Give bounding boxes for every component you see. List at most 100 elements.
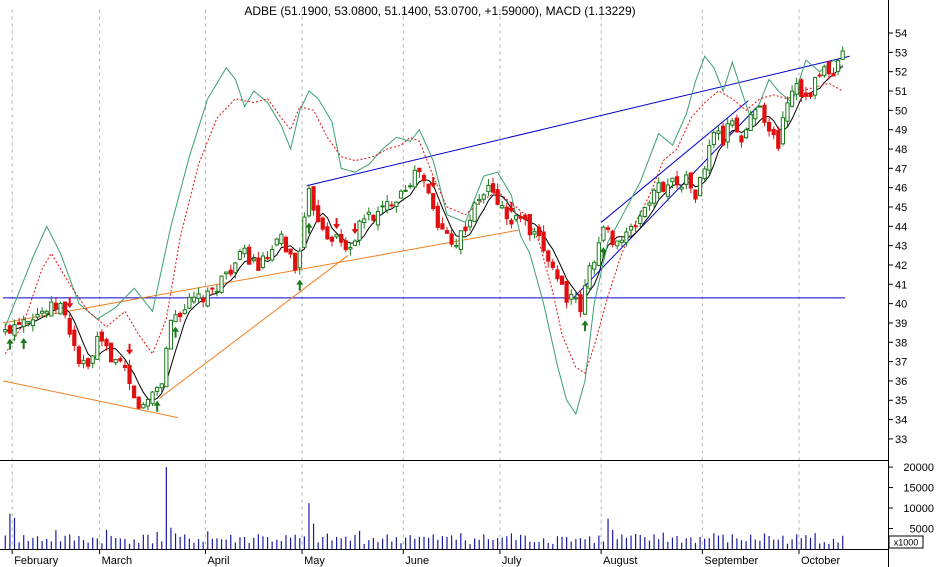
candle-up (30, 319, 36, 327)
buy-arrow-head (6, 338, 14, 344)
candle-up (357, 220, 362, 241)
price-tick-label: 53 (895, 47, 907, 59)
candle-down (808, 92, 813, 98)
candle-up (707, 145, 712, 171)
candle-up (647, 202, 652, 206)
candle-down (504, 206, 509, 220)
candle-down (610, 230, 615, 246)
candle-up (44, 310, 49, 314)
candle-up (569, 293, 574, 300)
candle-down (817, 74, 822, 77)
candle-up (182, 309, 187, 314)
price-tick-label: 48 (895, 144, 907, 156)
candle-down (316, 205, 321, 223)
candle-up (26, 321, 31, 324)
candle-down (693, 189, 698, 200)
candle-up (279, 233, 284, 245)
volume-tick-label: 15000 (903, 483, 934, 495)
candle-down (72, 329, 77, 347)
upper-resistance-line (306, 55, 850, 187)
candle-down (762, 104, 767, 123)
candle-up (665, 184, 670, 197)
candle-up (219, 275, 224, 293)
month-label: June (405, 555, 429, 567)
candle-up (187, 296, 192, 309)
month-grid (11, 9, 800, 549)
month-label: February (14, 555, 59, 567)
price-tick-label: 50 (895, 105, 907, 117)
candle-down (343, 240, 348, 251)
price-tick-label: 47 (895, 163, 907, 175)
candle-down (136, 396, 141, 409)
candle-up (702, 168, 707, 179)
candle-up (168, 319, 174, 350)
candle-up (12, 324, 17, 336)
signal-arrows (6, 177, 607, 412)
candle-down (178, 312, 183, 318)
volume-unit-box: x1000 (888, 535, 924, 549)
buy-arrow-head (581, 320, 589, 326)
price-tick-label: 37 (895, 357, 907, 369)
candle-down (122, 365, 128, 369)
candle-down (720, 125, 726, 146)
falling-support-line (2, 380, 178, 419)
candle-down (541, 231, 546, 252)
candle-down (490, 183, 496, 193)
price-tick-label: 41 (895, 279, 907, 291)
volume-axis: 5000 10000 15000 20000 (888, 462, 934, 536)
volume-tick-label: 20000 (903, 462, 934, 474)
candle-up (205, 290, 210, 307)
price-tick-label: 52 (895, 67, 907, 79)
candle-up (191, 296, 197, 303)
candle-up (113, 358, 118, 364)
bollinger-band-line (4, 55, 844, 415)
candle-up (270, 249, 275, 261)
buy-arrow-head (305, 222, 313, 228)
chart-frame (0, 0, 889, 567)
candle-down (688, 172, 693, 189)
candle-down (426, 183, 431, 194)
candle-down (578, 294, 583, 313)
candle-up (145, 398, 151, 407)
candle-up (619, 239, 624, 243)
indicator-lines (4, 55, 844, 415)
candle-down (421, 174, 427, 182)
candle-up (670, 177, 675, 183)
candle-up (90, 355, 95, 364)
candle-down (325, 226, 330, 240)
chart-title: ADBE (51.1900, 53.0800, 51.1400, 53.0700… (244, 4, 635, 18)
candle-up (58, 302, 63, 315)
volume-tick-label: 10000 (903, 503, 934, 515)
candle-up (780, 117, 785, 145)
candle-up (624, 231, 629, 243)
candle-up (822, 66, 827, 76)
candle-down (201, 297, 206, 303)
candle-up (573, 297, 578, 300)
buy-arrow-head (172, 326, 180, 332)
candle-down (86, 358, 91, 367)
candle-up (532, 231, 537, 235)
candle-up (789, 90, 795, 107)
candle-up (679, 186, 684, 190)
candle-up (403, 189, 408, 192)
candle-down (431, 193, 436, 210)
candle-down (739, 135, 744, 143)
candle-up (260, 255, 266, 268)
candle-down (389, 204, 394, 207)
candle-up (242, 247, 247, 255)
candle-up (454, 245, 459, 248)
candle-down (329, 236, 335, 242)
candle-down (523, 214, 528, 220)
candle-up (408, 185, 413, 188)
candle-up (785, 102, 790, 122)
month-label: July (502, 555, 522, 567)
volume-unit-frame (888, 535, 924, 549)
august-channel-upper (600, 100, 749, 223)
candle-down (288, 248, 293, 255)
candle-down (449, 233, 454, 245)
candle-up (141, 403, 146, 409)
candle-up (297, 250, 302, 269)
candle-down (799, 79, 804, 98)
price-tick-label: 36 (895, 376, 907, 388)
candle-down (228, 269, 233, 275)
